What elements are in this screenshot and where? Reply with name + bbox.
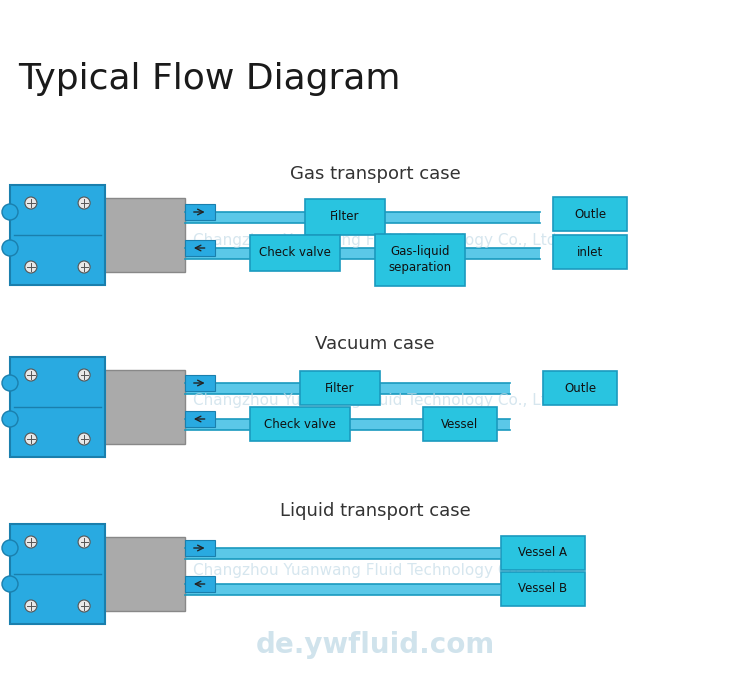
- Text: Check valve: Check valve: [259, 247, 331, 260]
- Text: Check valve: Check valve: [264, 418, 336, 431]
- Bar: [185, 576, 215, 592]
- Bar: [423, 407, 497, 441]
- Bar: [553, 235, 627, 269]
- Bar: [185, 212, 540, 222]
- Circle shape: [25, 369, 37, 381]
- Text: Gas transport case: Gas transport case: [290, 165, 460, 183]
- Bar: [185, 204, 215, 220]
- Bar: [305, 199, 385, 235]
- Circle shape: [2, 375, 18, 391]
- Bar: [185, 548, 500, 559]
- Text: Filter: Filter: [330, 210, 360, 224]
- Text: Changzhou Yuanwang Fluid Technology Co., Ltd: Changzhou Yuanwang Fluid Technology Co.,…: [194, 233, 556, 247]
- Bar: [250, 407, 350, 441]
- Bar: [95, 370, 185, 444]
- Circle shape: [78, 261, 90, 273]
- Text: inlet: inlet: [577, 245, 603, 258]
- Circle shape: [78, 536, 90, 548]
- Circle shape: [78, 600, 90, 612]
- Bar: [185, 418, 510, 429]
- Bar: [185, 411, 215, 427]
- Text: Vessel B: Vessel B: [518, 582, 568, 595]
- Bar: [553, 197, 627, 231]
- Circle shape: [2, 240, 18, 256]
- Bar: [10, 524, 105, 624]
- Circle shape: [78, 433, 90, 445]
- Bar: [10, 185, 105, 285]
- Circle shape: [2, 576, 18, 592]
- Bar: [185, 375, 215, 391]
- Bar: [501, 536, 585, 570]
- Bar: [95, 198, 185, 272]
- Text: Outle: Outle: [574, 207, 606, 220]
- Bar: [185, 240, 215, 256]
- Bar: [185, 540, 215, 556]
- Bar: [300, 371, 380, 405]
- Bar: [185, 247, 540, 258]
- Bar: [10, 357, 105, 457]
- Bar: [543, 371, 617, 405]
- Bar: [185, 382, 510, 393]
- Bar: [95, 537, 185, 611]
- Circle shape: [78, 197, 90, 209]
- Circle shape: [2, 540, 18, 556]
- Circle shape: [25, 600, 37, 612]
- Bar: [501, 572, 585, 606]
- Circle shape: [25, 536, 37, 548]
- Circle shape: [78, 369, 90, 381]
- Bar: [250, 235, 340, 271]
- Text: Typical Flow Diagram: Typical Flow Diagram: [18, 62, 400, 96]
- Text: Vacuum case: Vacuum case: [315, 335, 435, 353]
- Circle shape: [25, 197, 37, 209]
- Text: Liquid transport case: Liquid transport case: [280, 502, 470, 520]
- Circle shape: [2, 411, 18, 427]
- Circle shape: [25, 433, 37, 445]
- Bar: [185, 584, 500, 595]
- Bar: [375, 234, 465, 286]
- Circle shape: [2, 204, 18, 220]
- Text: Vessel A: Vessel A: [518, 546, 568, 559]
- Text: Outle: Outle: [564, 382, 596, 395]
- Text: Gas-liquid
separation: Gas-liquid separation: [388, 245, 452, 275]
- Circle shape: [25, 261, 37, 273]
- Text: Filter: Filter: [326, 382, 355, 395]
- Text: Changzhou Yuanwang Fluid Technology Co., Ltd: Changzhou Yuanwang Fluid Technology Co.,…: [194, 393, 556, 407]
- Text: de.ywfluid.com: de.ywfluid.com: [255, 631, 495, 659]
- Text: Changzhou Yuanwang Fluid Technology Co., Ltd: Changzhou Yuanwang Fluid Technology Co.,…: [194, 563, 556, 578]
- Text: Vessel: Vessel: [441, 418, 479, 431]
